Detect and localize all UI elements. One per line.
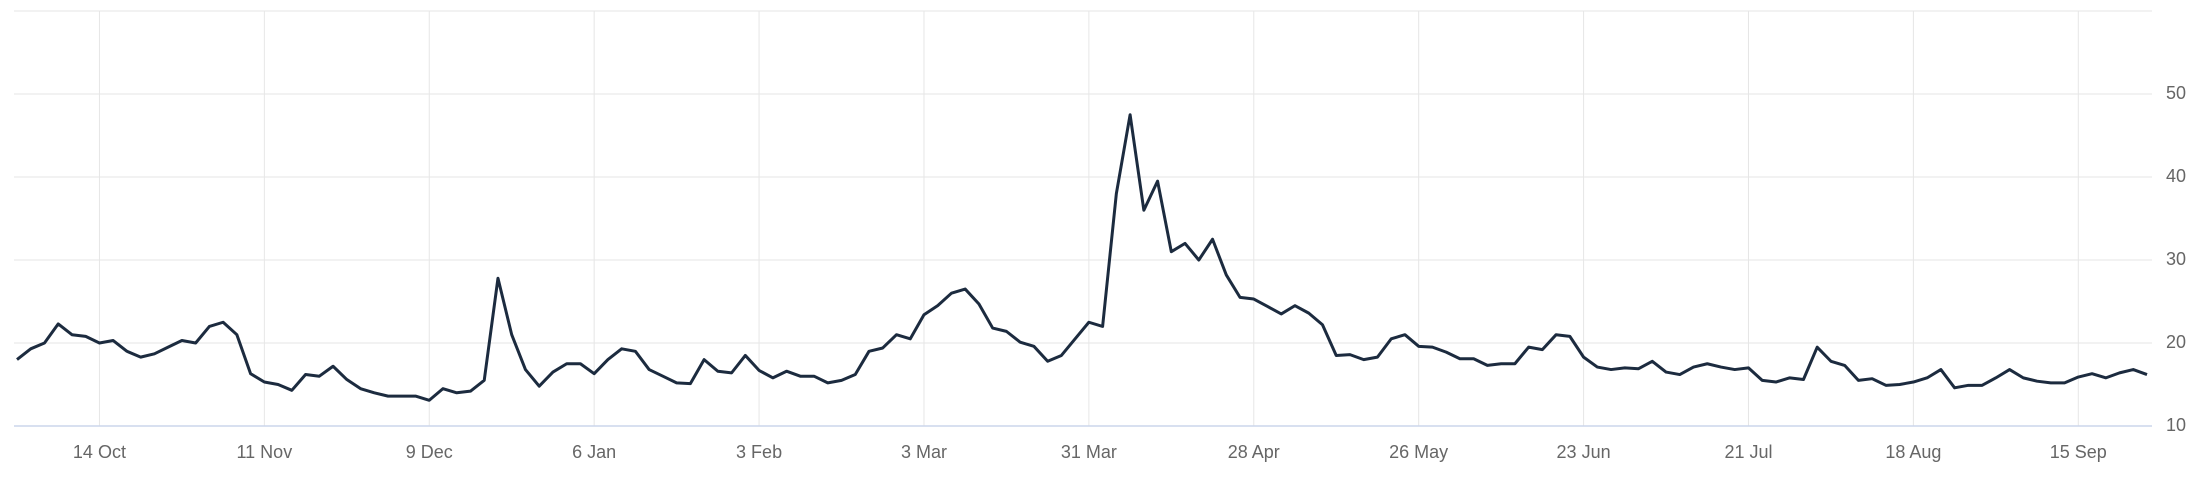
x-tick-label: 26 May xyxy=(1389,442,1448,462)
y-tick-label: 50 xyxy=(2166,83,2186,103)
y-tick-label: 30 xyxy=(2166,249,2186,269)
x-tick-label: 18 Aug xyxy=(1885,442,1941,462)
x-tick-label: 11 Nov xyxy=(237,442,293,462)
y-tick-label: 20 xyxy=(2166,332,2186,352)
x-tick-label: 3 Feb xyxy=(736,442,782,462)
x-tick-label: 9 Dec xyxy=(406,442,453,462)
y-tick-label: 10 xyxy=(2166,415,2186,435)
x-tick-label: 23 Jun xyxy=(1557,442,1611,462)
x-tick-label: 3 Mar xyxy=(901,442,947,462)
data-line xyxy=(16,113,2148,402)
x-tick-label: 28 Apr xyxy=(1228,442,1280,462)
y-tick-label: 40 xyxy=(2166,166,2186,186)
x-tick-label: 6 Jan xyxy=(572,442,616,462)
x-tick-label: 14 Oct xyxy=(73,442,126,462)
x-tick-label: 15 Sep xyxy=(2050,442,2107,462)
x-tick-label: 31 Mar xyxy=(1061,442,1117,462)
x-tick-label: 21 Jul xyxy=(1724,442,1772,462)
